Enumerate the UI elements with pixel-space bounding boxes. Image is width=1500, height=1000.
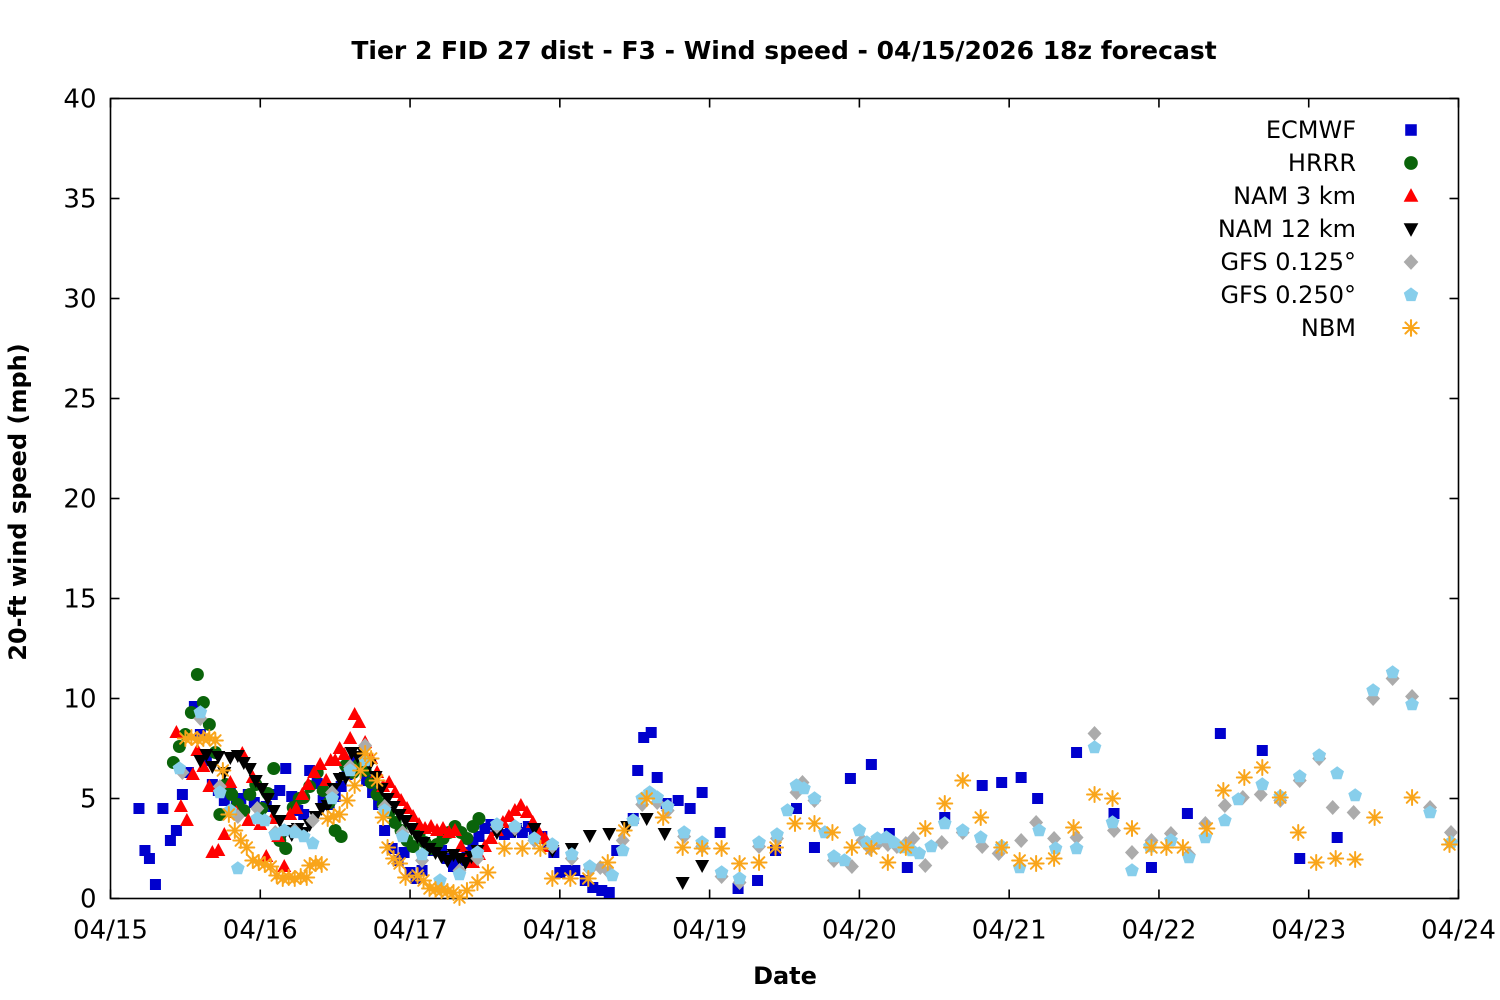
legend-label: NAM 12 km: [1217, 214, 1356, 243]
y-tick-label: 20: [63, 485, 96, 515]
x-tick-label: 04/16: [223, 916, 298, 946]
diamond-marker-icon: [1398, 249, 1424, 275]
legend-label: NAM 3 km: [1233, 181, 1356, 210]
legend-label: GFS 0.250°: [1220, 280, 1356, 309]
circle-marker-icon: [1398, 150, 1424, 176]
chart-title: Tier 2 FID 27 dist - F3 - Wind speed - 0…: [351, 36, 1217, 65]
square-marker-icon: [1398, 117, 1424, 143]
legend-row-nam3km: NAM 3 km: [1218, 179, 1424, 212]
x-tick-label: 04/15: [73, 916, 148, 946]
legend-row-nbm: NBM: [1218, 311, 1424, 344]
triangle-down-marker-icon: [1398, 216, 1424, 242]
y-tick-label: 30: [63, 285, 96, 315]
pentagon-marker-icon: [1398, 282, 1424, 308]
y-tick-label: 15: [63, 585, 96, 615]
y-tick-label: 35: [63, 185, 96, 215]
x-tick-label: 04/20: [822, 916, 897, 946]
x-tick-label: 04/22: [1121, 916, 1196, 946]
legend-label: NBM: [1300, 313, 1356, 342]
legend-row-ecmwf: ECMWF: [1218, 113, 1424, 146]
series-gfs-0-250--points: [172, 665, 1458, 887]
legend-label: ECMWF: [1265, 115, 1356, 144]
legend-row-gfs0125: GFS 0.125°: [1218, 245, 1424, 278]
x-tick-label: 04/23: [1271, 916, 1346, 946]
series-nbm-points: [176, 729, 1459, 906]
y-tick-label: 0: [80, 885, 97, 915]
x-tick-label: 04/17: [373, 916, 448, 946]
triangle-up-marker-icon: [1398, 183, 1424, 209]
legend-row-hrrr: HRRR: [1218, 146, 1424, 179]
legend-label: HRRR: [1287, 148, 1356, 177]
y-tick-label: 40: [63, 85, 96, 115]
y-tick-label: 5: [80, 785, 97, 815]
x-tick-label: 04/21: [972, 916, 1047, 946]
x-tick-label: 04/24: [1421, 916, 1496, 946]
asterisk-marker-icon: [1398, 315, 1424, 341]
x-tick-label: 04/18: [522, 916, 597, 946]
x-tick-label: 04/19: [672, 916, 747, 946]
legend-row-gfs0250: GFS 0.250°: [1218, 278, 1424, 311]
legend-label: GFS 0.125°: [1220, 247, 1356, 276]
y-tick-label: 10: [63, 685, 96, 715]
y-tick-label: 25: [63, 385, 96, 415]
legend-row-nam12km: NAM 12 km: [1218, 212, 1424, 245]
legend: ECMWF HRRR NAM 3 km NAM 12 km GFS 0.125°…: [1218, 113, 1424, 344]
x-axis-title: Date: [753, 962, 817, 990]
